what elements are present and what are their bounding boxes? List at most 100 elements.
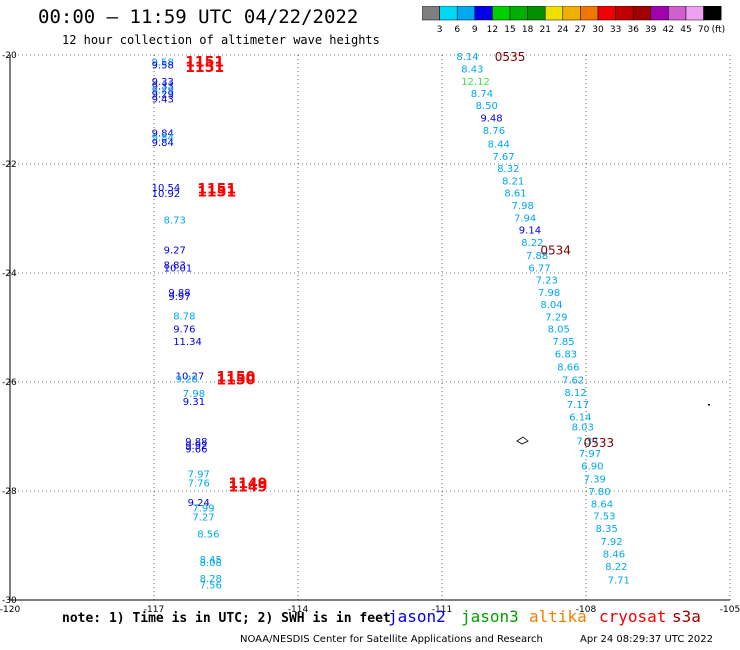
wave-height-value: 8.04: [540, 300, 562, 311]
wave-height-value: 8.45: [200, 555, 222, 566]
wave-height-value: 9.31: [183, 397, 205, 408]
pass-time-label: 1149: [228, 480, 267, 496]
wave-height-value: 6.90: [581, 461, 603, 472]
y-tick-label: -30: [2, 596, 17, 606]
colorbar-label: 9: [472, 25, 478, 35]
wave-height-value: 7.37: [576, 436, 598, 447]
wave-height-value: 7.92: [600, 537, 622, 548]
y-tick-label: -28: [2, 487, 17, 497]
wave-height-value: 7.29: [545, 313, 567, 324]
wave-height-value: 7.94: [514, 213, 536, 224]
wave-height-value: 7.27: [192, 513, 214, 524]
wave-height-value: 7.62: [562, 375, 584, 386]
credit-timestamp: Apr 24 08:29:37 UTC 2022: [580, 634, 713, 645]
wave-height-value: 9.88: [185, 437, 207, 448]
pass-time-label: 1151: [197, 182, 236, 198]
wave-height-value: 8.08: [200, 558, 222, 569]
wave-height-value: 10.92: [152, 189, 181, 200]
credit-organization: NOAA/NESDIS Center for Satellite Applica…: [240, 634, 543, 645]
wave-height-value: 7.98: [512, 201, 534, 212]
wave-height-value: 7.39: [584, 474, 606, 485]
wave-height-value: 7.98: [183, 389, 205, 400]
wave-height-value: 9.33: [152, 77, 174, 88]
wave-height-value: 11.34: [173, 337, 202, 348]
wave-height-value: 7.80: [588, 487, 610, 498]
wave-height-value: 9.33: [152, 82, 174, 93]
legend-jason3: jason3: [461, 607, 519, 626]
wave-height-value: 8.32: [497, 164, 519, 175]
legend-s3a: s3a: [672, 607, 701, 626]
wave-height-value: 7.88: [526, 251, 548, 262]
colorbar-label: 24: [557, 25, 569, 35]
y-tick-label: -24: [2, 269, 17, 279]
colorbar-label: 15: [504, 25, 515, 35]
wave-height-value: 9.66: [185, 444, 207, 455]
units-note: note: 1) Time is in UTC; 2) SWH is in fe…: [62, 611, 391, 626]
pass-time-label: 1151: [185, 60, 224, 76]
x-tick-label: -117: [144, 605, 164, 615]
wave-height-value: 9.43: [152, 95, 174, 106]
wave-height-value: 7.76: [188, 478, 210, 489]
pass-time-label: 1150: [216, 370, 255, 386]
map-title: 00:00 – 11:59 UTC 04/22/2022: [38, 6, 359, 28]
x-tick-label: -105: [720, 605, 740, 615]
wave-height-value: 7.85: [552, 337, 574, 348]
wave-height-value: 7.97: [579, 449, 601, 460]
wave-height-value: 9.88: [168, 288, 190, 299]
wave-height-value: 7.23: [536, 276, 558, 287]
legend-jason2: jason2: [388, 607, 446, 626]
wave-height-value: 9.84: [152, 138, 174, 149]
wave-height-value: 6.77: [528, 264, 550, 275]
island-outline: [516, 436, 529, 445]
wave-height-value: 12.12: [461, 77, 490, 88]
wave-height-value: 7.56: [200, 581, 222, 592]
wave-height-value: 8.56: [197, 530, 219, 541]
colorbar-label: 18: [522, 25, 534, 35]
wave-height-value: 9.58: [152, 60, 174, 71]
wave-height-value: 8.22: [521, 238, 543, 249]
wave-height-value: 9.48: [480, 114, 502, 125]
x-tick-label: -111: [432, 605, 452, 615]
x-tick-label: -120: [0, 605, 20, 615]
wave-height-value: 8.03: [572, 423, 594, 434]
colorbar-label: 70: [698, 25, 710, 35]
colorbar-unit: (ft): [712, 25, 726, 35]
colorbar-label: 45: [680, 25, 691, 35]
wave-height-value: 10.54: [152, 183, 181, 194]
wave-height-value: 8.21: [502, 176, 524, 187]
colorbar-label: 6: [454, 25, 460, 35]
island-dot: [708, 404, 710, 406]
wave-height-value: 10.01: [164, 264, 193, 275]
wave-height-value: 8.78: [173, 312, 195, 323]
wave-height-value: 8.66: [557, 363, 579, 374]
wave-height-value: 9.29: [152, 85, 174, 96]
wave-height-value: 9.58: [152, 58, 174, 69]
wave-height-value: 8.28: [200, 574, 222, 585]
color-scale-bar: 3 6 9 12 15 18 21 24 27 30 33 36 39 42 45 70 (ft): [422, 6, 726, 35]
wave-height-value: 7.99: [192, 503, 214, 514]
y-tick-label: -22: [2, 160, 17, 170]
wave-height-value: 7.97: [188, 470, 210, 481]
wave-height-value: 8.44: [488, 139, 510, 150]
wave-height-value: 8.05: [548, 325, 570, 336]
wave-height-value: 8.64: [591, 500, 613, 511]
wave-height-value: 9.27: [164, 246, 186, 257]
wave-height-value: 10.27: [176, 371, 205, 382]
wave-height-value: 9.76: [173, 325, 195, 336]
x-tick-label: -108: [576, 605, 597, 615]
wave-height-value: 6.83: [555, 350, 577, 361]
wave-height-value: 9.29: [152, 90, 174, 101]
colorbar-label: 21: [539, 25, 550, 35]
pass-time-label: 1151: [185, 55, 224, 71]
x-tick-label: -114: [288, 605, 309, 615]
wave-height-value: 9.97: [168, 292, 190, 303]
wave-height-value: 8.73: [164, 216, 186, 227]
wave-height-value: 9.28: [176, 375, 198, 386]
wave-height-value: 9.84: [152, 128, 174, 139]
colorbar-label: 33: [610, 25, 621, 35]
wave-height-value: 8.43: [461, 65, 483, 76]
wave-height-value: 7.67: [492, 152, 514, 163]
y-tick-label: -20: [2, 51, 17, 61]
wave-height-value: 8.74: [471, 89, 493, 100]
